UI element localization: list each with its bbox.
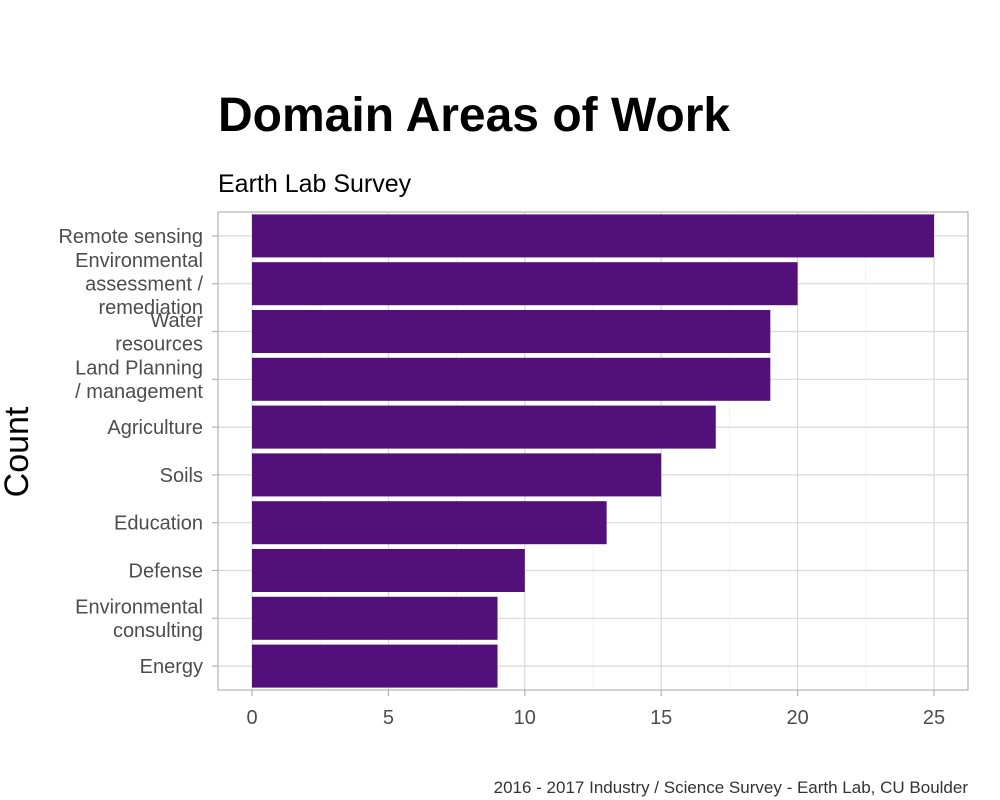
category-label: Environmental assessment / remediation <box>75 250 203 319</box>
category-label: Agriculture <box>107 417 203 439</box>
x-tick-label: 15 <box>650 707 672 729</box>
chart-subtitle: Earth Lab Survey <box>218 170 412 198</box>
bar <box>252 596 498 640</box>
bar <box>252 644 498 688</box>
bar <box>252 309 771 354</box>
x-tick-label: 10 <box>514 707 536 729</box>
plot-border <box>217 211 969 691</box>
x-tick-label: 25 <box>923 707 945 729</box>
x-tick-label: 5 <box>383 707 394 729</box>
chart-title: Domain Areas of Work <box>218 89 730 142</box>
bar <box>252 357 771 401</box>
x-tick-label: 0 <box>246 707 257 729</box>
category-label: Soils <box>160 465 203 487</box>
category-label: Water resources <box>115 310 203 356</box>
bar <box>252 501 607 545</box>
category-label: Environmental consulting <box>75 597 203 643</box>
chart-caption: 2016 - 2017 Industry / Science Survey - … <box>494 778 969 797</box>
bar <box>252 214 934 258</box>
bar <box>252 548 525 593</box>
bar <box>252 405 716 449</box>
x-tick-label: 20 <box>786 707 808 729</box>
y-axis-label: Count <box>0 406 36 497</box>
category-label: Defense <box>129 561 204 583</box>
bar <box>252 453 662 497</box>
category-label: Education <box>114 513 203 535</box>
category-label: Energy <box>140 656 203 678</box>
category-label: Remote sensing <box>58 226 203 248</box>
bar <box>252 262 798 306</box>
category-label: Land Planning / management <box>75 358 203 404</box>
